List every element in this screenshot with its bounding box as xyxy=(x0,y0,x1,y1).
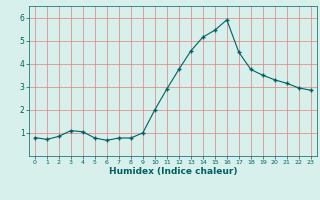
X-axis label: Humidex (Indice chaleur): Humidex (Indice chaleur) xyxy=(108,167,237,176)
